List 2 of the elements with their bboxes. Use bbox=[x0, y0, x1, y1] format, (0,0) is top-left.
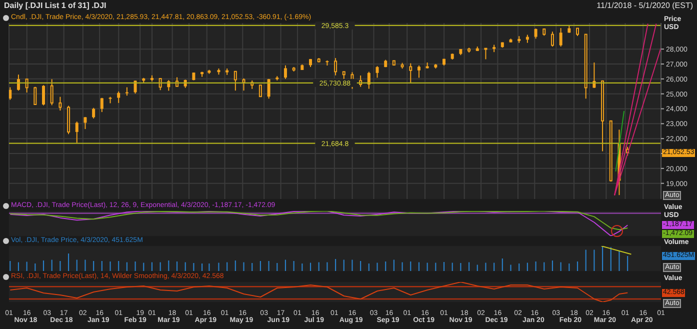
chart-title: Daily [.DJI List 1 of 31] .DJI bbox=[4, 0, 106, 12]
chart-subtitle: 11/1/2018 - 5/1/2020 (EST) bbox=[596, 0, 693, 12]
